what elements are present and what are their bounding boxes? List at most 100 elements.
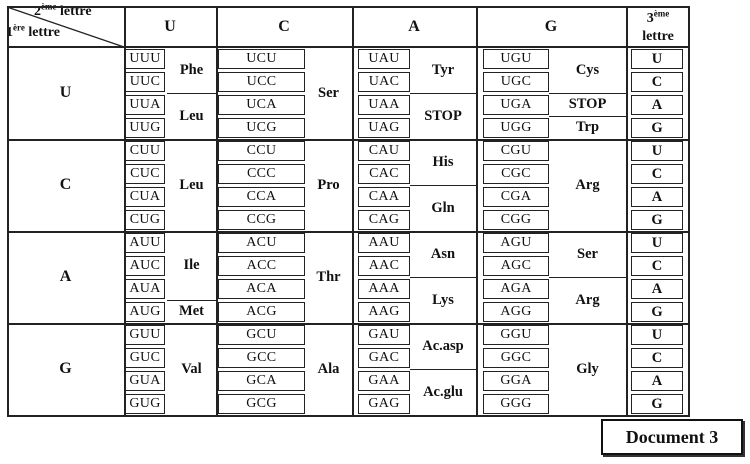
codon-ucg: UCG bbox=[218, 118, 305, 138]
amino-acid-asn: Asn bbox=[430, 245, 456, 262]
codon-ugg: UGG bbox=[483, 118, 549, 138]
codon-auc: AUC bbox=[125, 256, 165, 276]
codon-gca: GCA bbox=[218, 371, 305, 391]
grid-line bbox=[7, 415, 688, 417]
third-letter-g: G bbox=[631, 302, 683, 322]
amino-acid-leu: Leu bbox=[179, 176, 204, 193]
grid-line bbox=[549, 277, 626, 278]
codon-ggc: GGC bbox=[483, 348, 549, 368]
amino-acid-cys: Cys bbox=[575, 61, 600, 78]
amino-acid-stop: STOP bbox=[568, 96, 607, 112]
third-letter-a: A bbox=[631, 279, 683, 299]
amino-acid-thr: Thr bbox=[316, 268, 341, 285]
codon-agc: AGC bbox=[483, 256, 549, 276]
amino-acid-tyr: Tyr bbox=[431, 61, 455, 78]
codon-gaa: GAA bbox=[358, 371, 410, 391]
amino-acid-gly: Gly bbox=[576, 360, 599, 377]
amino-acid-stop: STOP bbox=[424, 107, 462, 124]
third-letter-c: C bbox=[631, 72, 683, 92]
first-letter-a: A bbox=[59, 268, 72, 285]
third-letter-c: C bbox=[631, 256, 683, 276]
amino-acid-gln: Gln bbox=[431, 199, 455, 216]
codon-uca: UCA bbox=[218, 95, 305, 115]
grid-line bbox=[352, 6, 354, 417]
codon-ccu: CCU bbox=[218, 141, 305, 161]
amino-acid-arg: Arg bbox=[575, 176, 600, 193]
amino-acid-lys: Lys bbox=[432, 291, 454, 308]
codon-aug: AUG bbox=[125, 302, 165, 322]
codon-uua: UUA bbox=[125, 95, 165, 115]
grid-line bbox=[167, 93, 216, 94]
amino-acid-ser: Ser bbox=[318, 84, 339, 101]
third-letter-a: A bbox=[631, 187, 683, 207]
codon-uag: UAG bbox=[358, 118, 410, 138]
codon-ucu: UCU bbox=[218, 49, 305, 69]
codon-aaa: AAA bbox=[358, 279, 410, 299]
grid-line bbox=[688, 6, 690, 417]
codon-guc: GUC bbox=[125, 348, 165, 368]
grid-line bbox=[476, 6, 478, 417]
codon-aca: ACA bbox=[218, 279, 305, 299]
codon-cac: CAC bbox=[358, 164, 410, 184]
codon-uau: UAU bbox=[358, 49, 410, 69]
codon-gug: GUG bbox=[125, 394, 165, 414]
amino-acid-ac-glu: Ac.glu bbox=[423, 383, 463, 400]
first-letter-header: 1ère lettre bbox=[6, 22, 60, 40]
codon-gau: GAU bbox=[358, 325, 410, 345]
document-label: Document 3 bbox=[601, 419, 743, 455]
first-letter-c: C bbox=[59, 176, 72, 193]
codon-gga: GGA bbox=[483, 371, 549, 391]
third-letter-u: U bbox=[631, 49, 683, 69]
codon-ugu: UGU bbox=[483, 49, 549, 69]
grid-line bbox=[549, 93, 626, 94]
grid-line bbox=[7, 6, 9, 417]
codon-gcu: GCU bbox=[218, 325, 305, 345]
third-letter-g: G bbox=[631, 118, 683, 138]
codon-cga: CGA bbox=[483, 187, 549, 207]
grid-line bbox=[167, 300, 216, 301]
codon-agu: AGU bbox=[483, 233, 549, 253]
codon-ggu: GGU bbox=[483, 325, 549, 345]
codon-aua: AUA bbox=[125, 279, 165, 299]
amino-acid-arg: Arg bbox=[575, 291, 600, 308]
codon-acc: ACC bbox=[218, 256, 305, 276]
codon-cuu: CUU bbox=[125, 141, 165, 161]
codon-cau: CAU bbox=[358, 141, 410, 161]
codon-ugc: UGC bbox=[483, 72, 549, 92]
codon-gua: GUA bbox=[125, 371, 165, 391]
third-letter-c: C bbox=[631, 348, 683, 368]
grid-line bbox=[7, 231, 688, 233]
amino-acid-met: Met bbox=[179, 303, 204, 319]
codon-acg: ACG bbox=[218, 302, 305, 322]
codon-cca: CCA bbox=[218, 187, 305, 207]
codon-cgc: CGC bbox=[483, 164, 549, 184]
codon-caa: CAA bbox=[358, 187, 410, 207]
grid-line bbox=[7, 139, 688, 141]
codon-cug: CUG bbox=[125, 210, 165, 230]
amino-acid-ala: Ala bbox=[317, 360, 340, 377]
third-letter-c: C bbox=[631, 164, 683, 184]
grid-line bbox=[410, 93, 476, 94]
amino-acid-trp: Trp bbox=[575, 119, 600, 135]
third-letter-g: G bbox=[631, 394, 683, 414]
grid-line bbox=[216, 6, 218, 417]
codon-uuc: UUC bbox=[125, 72, 165, 92]
third-letter-u: U bbox=[631, 141, 683, 161]
codon-aag: AAG bbox=[358, 302, 410, 322]
third-letter-g: G bbox=[631, 210, 683, 230]
codon-guu: GUU bbox=[125, 325, 165, 345]
third-letter-u: U bbox=[631, 325, 683, 345]
codon-cua: CUA bbox=[125, 187, 165, 207]
grid-line bbox=[7, 6, 688, 8]
third-letter-a: A bbox=[631, 95, 683, 115]
codon-ggg: GGG bbox=[483, 394, 549, 414]
second-letter-c: C bbox=[278, 18, 290, 35]
third-letter-header: 3ème lettre bbox=[642, 8, 674, 44]
codon-cag: CAG bbox=[358, 210, 410, 230]
codon-ucc: UCC bbox=[218, 72, 305, 92]
second-letter-u: U bbox=[164, 18, 176, 35]
codon-uac: UAC bbox=[358, 72, 410, 92]
codon-uuu: UUU bbox=[125, 49, 165, 69]
